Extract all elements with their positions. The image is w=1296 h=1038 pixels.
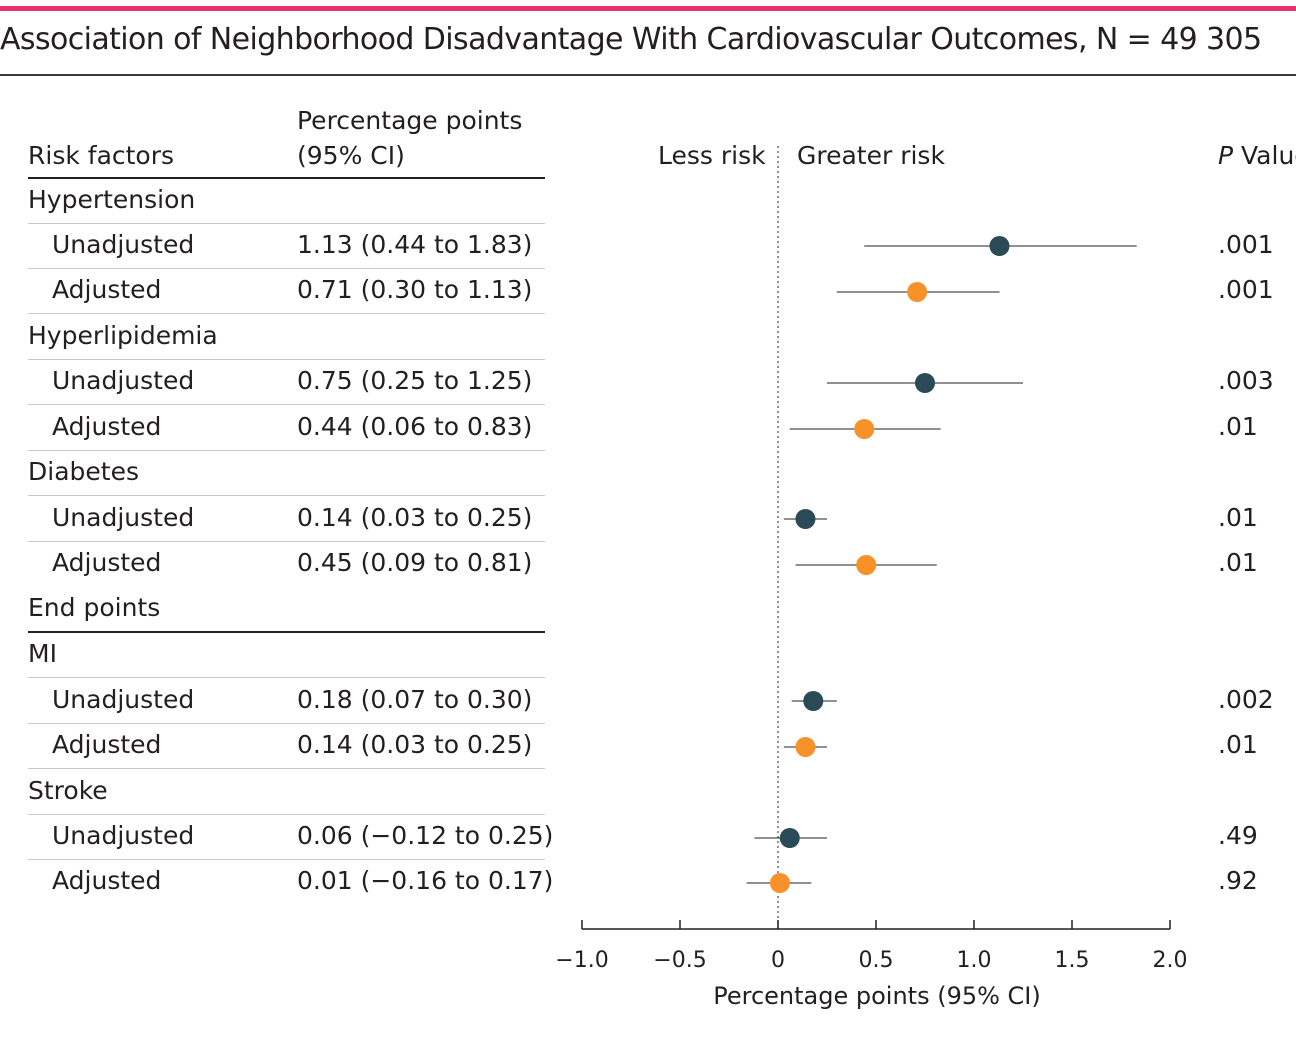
x-axis-label: Percentage points (95% CI) xyxy=(713,982,1041,1010)
ci-value: 0.44 (0.06 to 0.83) xyxy=(297,412,533,441)
group-label: Hyperlipidemia xyxy=(28,321,218,350)
row-label: Adjusted xyxy=(52,730,162,759)
group-row-hypertension: Hypertension xyxy=(28,179,545,224)
ci-value: 0.14 (0.03 to 0.25) xyxy=(297,730,533,759)
header-risk-factors: Risk factors xyxy=(28,141,175,170)
p-value: .01 xyxy=(1218,503,1258,532)
estimate-point xyxy=(795,737,816,757)
table-row: Adjusted 0.44 (0.06 to 0.83) xyxy=(28,406,545,451)
row-rule xyxy=(28,268,545,269)
group-label: Hypertension xyxy=(28,185,196,214)
estimate-point xyxy=(854,419,875,439)
row-rule xyxy=(28,768,545,769)
p-value: .01 xyxy=(1218,730,1258,759)
ci-value: 1.13 (0.44 to 1.83) xyxy=(297,230,533,259)
x-tick-label: −0.5 xyxy=(653,948,706,973)
table-row: Unadjusted 0.14 (0.03 to 0.25) xyxy=(28,497,545,542)
row-rule xyxy=(28,359,545,360)
table-row: Adjusted 0.71 (0.30 to 1.13) xyxy=(28,269,545,314)
group-label: MI xyxy=(28,639,57,668)
p-value: .001 xyxy=(1218,230,1274,259)
estimate-point xyxy=(779,828,800,848)
section-rule xyxy=(28,631,545,633)
row-label: Adjusted xyxy=(52,275,162,304)
estimate-point xyxy=(769,873,790,893)
row-rule xyxy=(28,723,545,724)
p-value: .92 xyxy=(1218,866,1258,895)
x-tick-label: 1.0 xyxy=(957,948,992,973)
row-rule xyxy=(28,404,545,405)
row-label: Unadjusted xyxy=(52,230,195,259)
x-tick-label: 2.0 xyxy=(1153,948,1188,973)
table-row: Unadjusted 1.13 (0.44 to 1.83) xyxy=(28,224,545,269)
section-end-points: End points xyxy=(28,593,161,622)
x-tick-label: 0.5 xyxy=(859,948,894,973)
group-label: Stroke xyxy=(28,776,108,805)
estimate-point xyxy=(795,509,816,529)
header-rule xyxy=(28,177,545,179)
ci-value: 0.75 (0.25 to 1.25) xyxy=(297,366,533,395)
row-rule xyxy=(28,677,545,678)
p-value: .003 xyxy=(1218,366,1274,395)
estimate-point xyxy=(915,373,935,393)
row-rule xyxy=(28,223,545,224)
row-label: Adjusted xyxy=(52,412,162,441)
header-less-risk: Less risk xyxy=(658,141,766,170)
table-row: Adjusted 0.14 (0.03 to 0.25) xyxy=(28,724,545,769)
row-label: Adjusted xyxy=(52,548,162,577)
header-greater-risk: Greater risk xyxy=(797,141,945,170)
table-row: Unadjusted 0.18 (0.07 to 0.30) xyxy=(28,679,545,724)
table-row: Adjusted 0.01 (−0.16 to 0.17) xyxy=(28,860,553,905)
ci-value: 0.71 (0.30 to 1.13) xyxy=(297,275,533,304)
x-tick-label: −1.0 xyxy=(555,948,608,973)
p-value: .01 xyxy=(1218,412,1258,441)
group-row-hyperlipidemia: Hyperlipidemia xyxy=(28,315,545,360)
x-tick-label: 1.5 xyxy=(1055,948,1090,973)
row-rule xyxy=(28,814,545,815)
estimate-point xyxy=(803,691,824,711)
row-rule xyxy=(28,859,545,860)
estimate-point xyxy=(907,282,928,302)
group-label: Diabetes xyxy=(28,457,139,486)
row-rule xyxy=(28,450,545,451)
table-row: Unadjusted 0.75 (0.25 to 1.25) xyxy=(28,360,545,405)
p-value: .001 xyxy=(1218,275,1274,304)
header-p-value: P Value xyxy=(1218,139,1296,173)
header-p-italic: P xyxy=(1218,141,1234,170)
ci-value: 0.18 (0.07 to 0.30) xyxy=(297,685,533,714)
estimate-point xyxy=(856,555,877,575)
row-label: Adjusted xyxy=(52,866,162,895)
row-rule xyxy=(28,495,545,496)
estimate-point xyxy=(989,236,1010,256)
header-p-rest: Value xyxy=(1241,141,1296,170)
figure-title: Association of Neighborhood Disadvantage… xyxy=(0,22,1262,57)
p-value: .01 xyxy=(1218,548,1258,577)
row-label: Unadjusted xyxy=(52,366,195,395)
row-label: Unadjusted xyxy=(52,503,195,532)
ci-value: 0.01 (−0.16 to 0.17) xyxy=(297,866,554,895)
accent-bar xyxy=(0,6,1296,11)
title-rule xyxy=(0,74,1296,76)
p-value: .49 xyxy=(1218,821,1258,850)
header-ci: (95% CI) xyxy=(297,141,405,170)
row-rule xyxy=(28,313,545,314)
p-value: .002 xyxy=(1218,685,1274,714)
group-row-mi: MI xyxy=(28,633,545,678)
x-tick-label: 0 xyxy=(771,948,785,973)
row-label: Unadjusted xyxy=(52,685,195,714)
table-row: Unadjusted 0.06 (−0.12 to 0.25) xyxy=(28,815,553,860)
table-row: Adjusted 0.45 (0.09 to 0.81) xyxy=(28,542,545,587)
ci-value: 0.45 (0.09 to 0.81) xyxy=(297,548,533,577)
header-percentage-points: Percentage points xyxy=(297,106,523,135)
row-rule xyxy=(28,541,545,542)
group-row-diabetes: Diabetes xyxy=(28,451,545,496)
ci-value: 0.14 (0.03 to 0.25) xyxy=(297,503,533,532)
group-row-stroke: Stroke xyxy=(28,770,545,815)
ci-value: 0.06 (−0.12 to 0.25) xyxy=(297,821,554,850)
row-label: Unadjusted xyxy=(52,821,195,850)
